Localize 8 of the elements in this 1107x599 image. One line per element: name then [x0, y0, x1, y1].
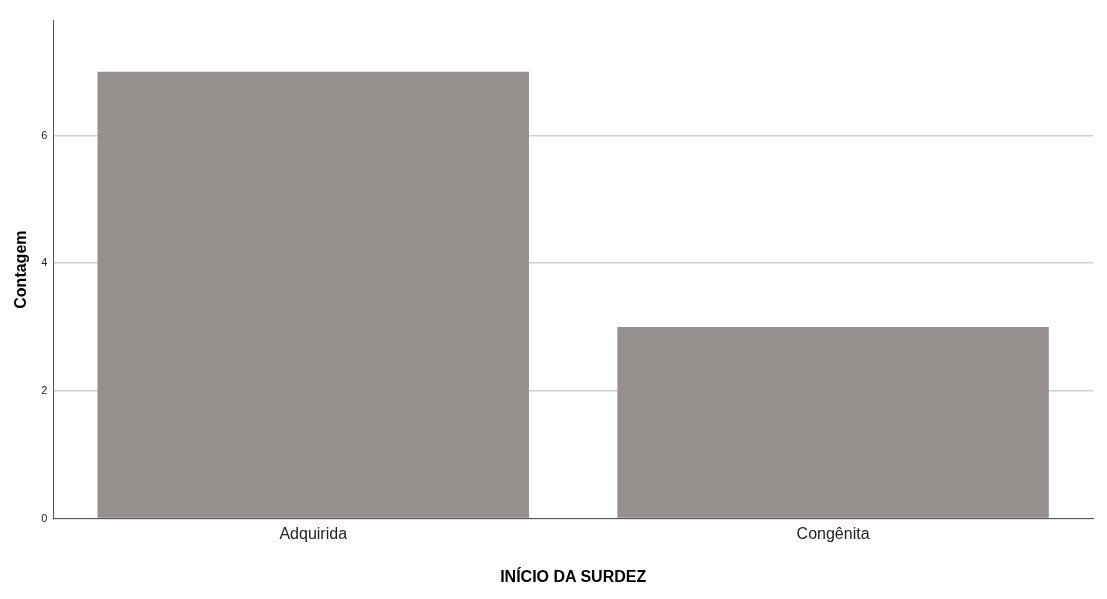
- y-tick-label: 0: [41, 511, 48, 524]
- y-axis-title: Contagem: [12, 230, 30, 309]
- x-tick-label: Adquirida: [279, 524, 348, 542]
- y-tick-label: 6: [41, 128, 48, 141]
- y-tick-label: 4: [41, 256, 48, 269]
- x-axis-title: INÍCIO DA SURDEZ: [500, 566, 647, 585]
- x-tick-label: Congênita: [796, 524, 870, 542]
- y-tick-label: 2: [41, 383, 48, 396]
